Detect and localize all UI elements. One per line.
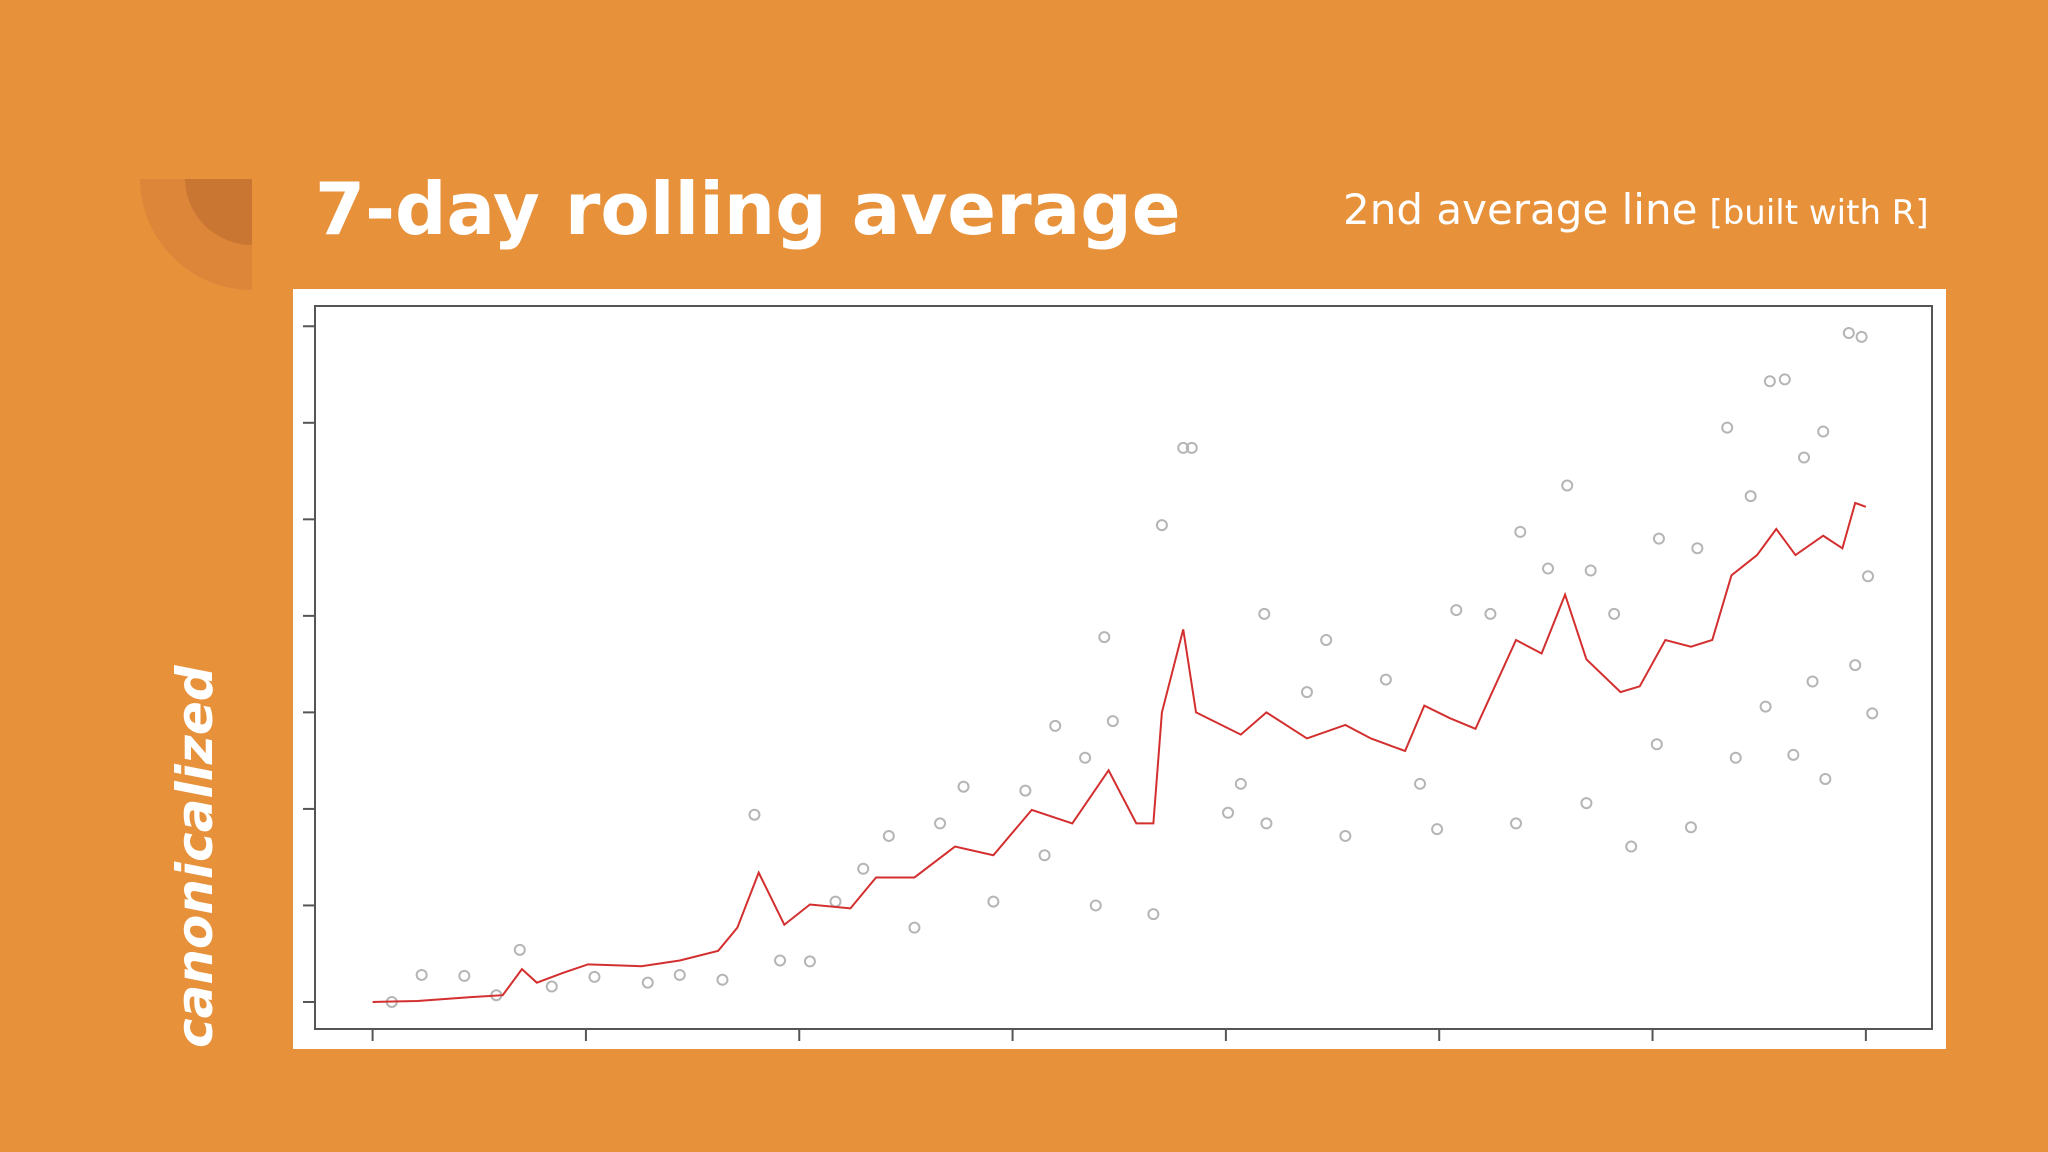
data-point [1849,659,1862,672]
data-point [1759,700,1772,713]
data-point [1510,817,1523,830]
data-point [1339,829,1352,842]
data-point [1049,719,1062,732]
data-point [1817,425,1830,438]
data-point [987,895,1000,908]
data-point [1842,327,1855,340]
data-point [1098,631,1111,644]
data-point [1819,772,1832,785]
data-point [1079,751,1092,764]
data-point [1106,715,1119,728]
data-point [1234,777,1247,790]
data-point [1855,330,1868,343]
data-point [1744,490,1757,503]
data-point [673,968,686,981]
data-point [1147,908,1160,921]
data-point [882,829,895,842]
rolling-average-line [372,501,1867,1003]
data-point [1320,633,1333,646]
data-point [588,970,601,983]
data-point [1608,607,1621,620]
data-point [1691,542,1704,555]
decor-inner [185,179,252,245]
data-point [1862,570,1875,583]
data-point [1155,519,1168,532]
data-point [1431,823,1444,836]
data-point [1542,562,1555,575]
data-point [1484,607,1497,620]
data-point [1721,421,1734,434]
data-point [957,780,970,793]
data-point [1450,604,1463,617]
data-point [1260,817,1273,830]
data-point [1514,525,1527,538]
data-point [1625,840,1638,853]
data-point [774,954,787,967]
data-point [1684,821,1697,834]
data-point [1652,532,1665,545]
data-point [748,808,761,821]
data-point [1177,441,1190,454]
data-point [1300,686,1313,699]
data-point [1806,675,1819,688]
data-point [513,943,526,956]
data-point [1089,899,1102,912]
data-point [1798,451,1811,464]
data-point [1763,375,1776,388]
data-point [1580,797,1593,810]
plot-frame [314,305,1933,1030]
data-point [857,862,870,875]
data-point [803,955,816,968]
data-point [934,817,947,830]
data-point [1866,707,1879,720]
data-point [1258,607,1271,620]
data-point [908,921,921,934]
subtitle: 2nd average line [built with R] [1343,185,1929,234]
data-point [641,976,654,989]
data-point [1561,479,1574,492]
data-point [1019,784,1032,797]
subtitle-main: 2nd average line [1343,185,1697,234]
data-point [1584,564,1597,577]
data-point [1778,373,1791,386]
data-point [1222,806,1235,819]
data-point [458,969,471,982]
data-point [716,973,729,986]
data-point [1038,849,1051,862]
data-point [1185,441,1198,454]
data-point [1379,673,1392,686]
data-point [1414,777,1427,790]
brand-logo: canonicalized [166,664,224,1048]
data-point [1787,748,1800,761]
chart-panel [293,289,1946,1049]
data-point [1650,738,1663,751]
data-point [1729,751,1742,764]
data-point [415,968,428,981]
subtitle-note: [built with R] [1709,193,1928,233]
data-point [545,980,558,993]
title: 7-day rolling average [315,167,1181,251]
